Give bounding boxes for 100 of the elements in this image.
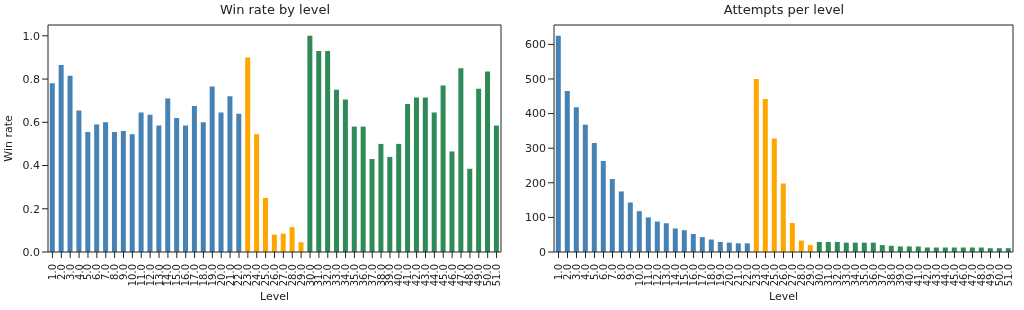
x-tick-label: 42.0 [922, 264, 933, 287]
x-tick-label: 51.0 [1003, 264, 1014, 287]
bar [717, 241, 723, 252]
x-tick-label: 38.0 [886, 264, 897, 287]
x-tick-label: 26.0 [778, 264, 789, 287]
y-axis-title: Win rate [1, 115, 15, 162]
bar [209, 86, 215, 252]
bar [600, 160, 606, 252]
x-tick-label: 12.0 [144, 264, 156, 287]
bar [94, 124, 100, 252]
x-tick-label: 19.0 [715, 264, 726, 287]
bar [405, 103, 411, 252]
x-tick-label: 47.0 [455, 264, 467, 287]
bar [262, 197, 268, 252]
x-tick-label: 7.0 [607, 264, 618, 280]
bar [156, 125, 162, 252]
bar [440, 85, 446, 252]
x-tick-label: 32.0 [322, 264, 334, 287]
y-tick-label: 500 [525, 72, 546, 86]
x-tick-label: 40.0 [904, 264, 915, 287]
y-tick-label: 0.8 [22, 72, 40, 86]
bar [654, 221, 660, 252]
x-tick-label: 30.0 [304, 264, 316, 287]
bar [485, 71, 491, 252]
bar [413, 97, 419, 252]
x-tick-label: 25.0 [769, 264, 780, 287]
x-tick-label: 33.0 [331, 264, 343, 287]
x-tick-label: 11.0 [135, 264, 147, 287]
bar [218, 112, 224, 252]
x-tick-label: 35.0 [859, 264, 870, 287]
bar [85, 132, 91, 252]
bar [138, 112, 144, 252]
x-tick-label: 15.0 [679, 264, 690, 287]
x-tick-label: 30.0 [814, 264, 825, 287]
bar [573, 107, 579, 252]
x-tick-label: 21.0 [733, 264, 744, 287]
x-tick-label: 41.0 [913, 264, 924, 287]
bar [334, 89, 340, 252]
x-tick-label: 22.0 [742, 264, 753, 287]
y-tick-label: 100 [525, 211, 546, 225]
y-tick-label: 400 [525, 107, 546, 121]
bar [431, 112, 437, 252]
x-tick-label: 21.0 [224, 264, 236, 287]
x-tick-label: 40.0 [393, 264, 405, 287]
x-tick-label: 31.0 [823, 264, 834, 287]
bar [111, 132, 117, 252]
bar [645, 217, 651, 252]
bar [762, 99, 768, 252]
x-tick-label: 20.0 [215, 264, 227, 287]
x-tick-label: 17.0 [697, 264, 708, 287]
bar [636, 211, 642, 252]
x-tick-label: 6.0 [598, 264, 609, 280]
x-tick-label: 5.0 [589, 264, 600, 280]
x-tick-label: 46.0 [446, 264, 458, 287]
x-tick-label: 45.0 [437, 264, 449, 287]
bar [289, 227, 295, 252]
bar [174, 117, 180, 252]
x-tick-label: 20.0 [724, 264, 735, 287]
x-tick-label: 32.0 [832, 264, 843, 287]
bar [663, 223, 669, 252]
x-tick-label: 13.0 [153, 264, 165, 287]
x-tick-label: 27.0 [277, 264, 289, 287]
x-tick-label: 49.0 [473, 264, 485, 287]
bar [245, 57, 251, 252]
x-tick-label: 24.0 [251, 264, 263, 287]
bar [690, 234, 696, 252]
x-tick-label: 36.0 [868, 264, 879, 287]
x-tick-label: 1.0 [46, 264, 58, 280]
bar [744, 243, 750, 252]
bar [555, 35, 561, 252]
x-tick-label: 4.0 [73, 264, 85, 280]
y-tick-label: 0.6 [22, 116, 40, 130]
bar [780, 183, 786, 252]
x-tick-label: 13.0 [661, 264, 672, 287]
bar [582, 124, 588, 252]
y-tick-label: 300 [525, 142, 546, 156]
bar [307, 35, 313, 252]
x-tick-label: 50.0 [994, 264, 1005, 287]
x-tick-label: 33.0 [841, 264, 852, 287]
y-tick-label: 200 [525, 176, 546, 190]
x-tick-label: 34.0 [850, 264, 861, 287]
x-axis-title: Level [259, 290, 290, 303]
x-tick-label: 44.0 [940, 264, 951, 287]
x-tick-label: 37.0 [366, 264, 378, 287]
x-tick-label: 25.0 [260, 264, 272, 287]
y-tick-label: 0 [539, 245, 546, 259]
bar [254, 134, 260, 252]
bar [200, 122, 206, 252]
bar [342, 99, 348, 252]
bar [627, 202, 633, 252]
bar [49, 83, 55, 252]
x-tick-label: 1.0 [553, 264, 564, 280]
x-tick-label: 49.0 [985, 264, 996, 287]
x-tick-label: 4.0 [580, 264, 591, 280]
x-tick-label: 50.0 [482, 264, 494, 287]
x-tick-label: 39.0 [384, 264, 396, 287]
x-tick-label: 28.0 [796, 264, 807, 287]
bar [378, 143, 384, 252]
y-tick-label: 600 [525, 38, 546, 52]
x-tick-label: 47.0 [967, 264, 978, 287]
